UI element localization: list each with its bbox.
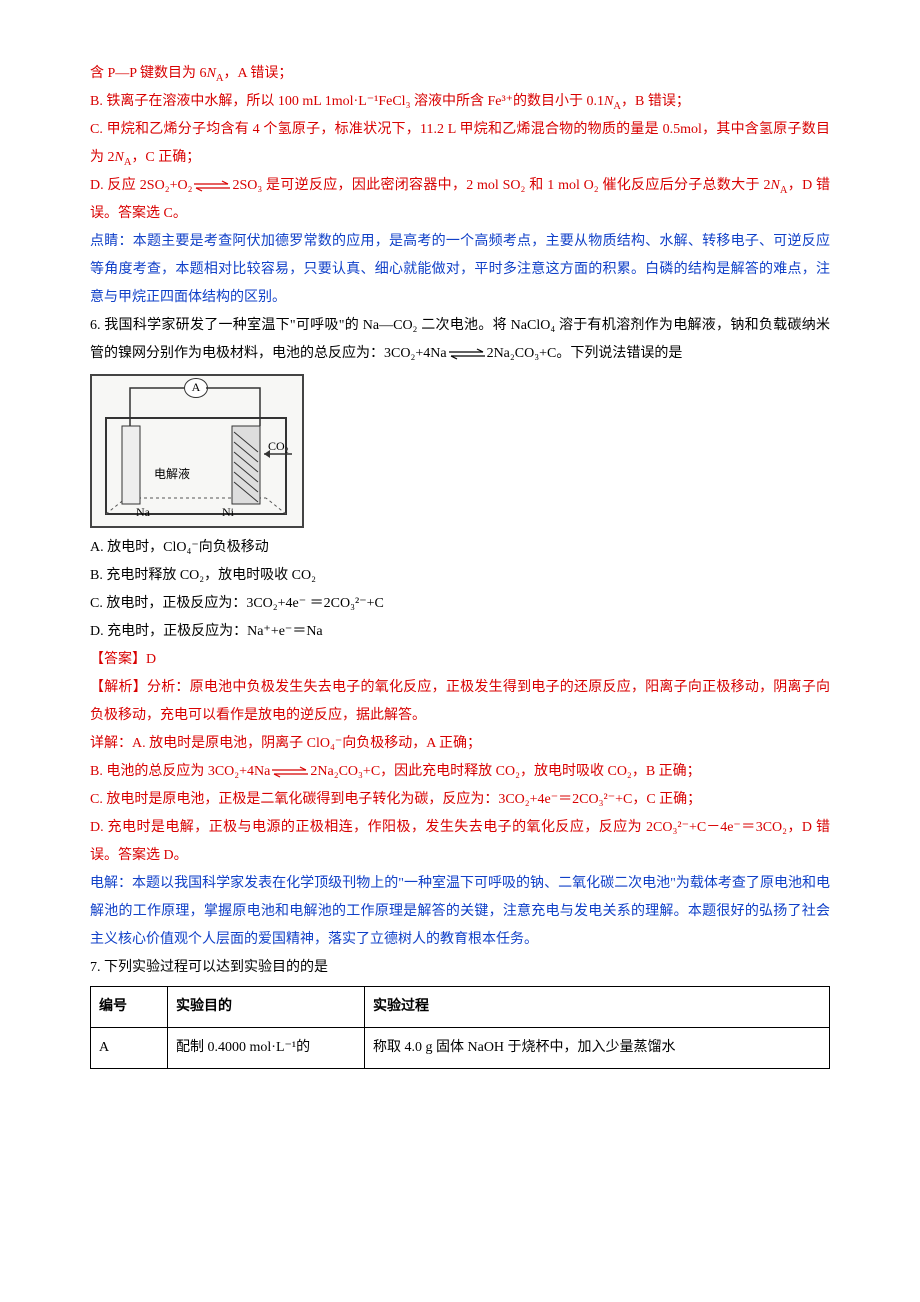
na-n: N [771,178,780,193]
q6-detail-B: B. 电池的总反应为 3CO₂+4Na 2Na₂CO₃+C，因此充电时释放 CO₂… [90,758,830,786]
text: ，A 错误； [224,66,293,81]
equilibrium-arrow-icon [447,348,487,360]
q5-dianjing: 点睛：本题主要是考查阿伏加德罗常数的应用，是高考的一个高频考点，主要从物质结构、… [90,228,830,312]
equilibrium-arrow-icon [270,766,310,778]
co2-label: CO₂ [268,434,289,458]
q5-optB-expl: B. 铁离子在溶液中水解，所以 100 mL 1mol·L⁻¹FeCl₃ 溶液中… [90,88,830,116]
q6-detail-C: C. 放电时是原电池，正极是二氧化碳得到电子转化为碳，反应为：3CO₂+4e⁻＝… [90,786,830,814]
q6-answer: 【答案】D [90,646,830,674]
na-a: A [216,73,224,84]
col-num: 编号 [91,987,168,1028]
table-header-row: 编号 实验目的 实验过程 [91,987,830,1028]
na-n: N [115,150,124,165]
text: A. 放电时是原电池，阴离子 ClO₄⁻向负极移动，A 正确； [132,736,481,751]
q6-stem: 6. 我国科学家研发了一种室温下"可呼吸"的 Na—CO₂ 二次电池。将 NaC… [90,312,830,368]
equilibrium-arrow-icon [192,180,232,192]
na-n: N [207,66,216,81]
q5-optA-expl: 含 P—P 键数目为 6NA，A 错误； [90,60,830,88]
text: ，C 正确； [131,150,200,165]
q6-optA: A. 放电时，ClO₄⁻向负极移动 [90,534,830,562]
q6-optB: B. 充电时释放 CO₂，放电时吸收 CO₂ [90,562,830,590]
cell-purpose: 配制 0.4000 mol·L⁻¹的 [168,1028,365,1069]
text: 含 P—P 键数目为 6 [90,66,207,81]
text: 2SO₃ 是可逆反应，因此密闭容器中，2 mol SO₂ 和 1 mol O₂ … [232,178,770,193]
q5-optD-expl: D. 反应 2SO₂+O₂ 2SO₃ 是可逆反应，因此密闭容器中，2 mol SO… [90,172,830,228]
answer-value: D [146,652,156,667]
q6-analysis: 【解析】分析：原电池中负极发生失去电子的氧化反应，正极发生得到电子的还原反应，阳… [90,674,830,730]
q7-stem: 7. 下列实验过程可以达到实验目的的是 [90,954,830,982]
table-row: A 配制 0.4000 mol·L⁻¹的 称取 4.0 g 固体 NaOH 于烧… [91,1028,830,1069]
col-purpose: 实验目的 [168,987,365,1028]
text: B. 铁离子在溶液中水解，所以 100 mL 1mol·L⁻¹FeCl₃ 溶液中… [90,94,604,109]
jiexi-text: 分析：原电池中负极发生失去电子的氧化反应，正极发生得到电子的还原反应，阳离子向正… [90,680,830,723]
q7-table: 编号 实验目的 实验过程 A 配制 0.4000 mol·L⁻¹的 称取 4.0… [90,986,830,1069]
text: ，B 错误； [621,94,690,109]
cell-process: 称取 4.0 g 固体 NaOH 于烧杯中，加入少量蒸馏水 [365,1028,830,1069]
detail-label: 详解： [90,736,132,751]
text: 2Na₂CO₃+C。下列说法错误的是 [487,346,683,361]
text: C. 甲烷和乙烯分子均含有 4 个氢原子，标准状况下，11.2 L 甲烷和乙烯混… [90,122,830,165]
q6-detail-D: D. 充电时是电解，正极与电源的正极相连，作阳极，发生失去电子的氧化反应，反应为… [90,814,830,870]
q5-optC-expl: C. 甲烷和乙烯分子均含有 4 个氢原子，标准状况下，11.2 L 甲烷和乙烯混… [90,116,830,172]
q6-dianjie: 电解：本题以我国科学家发表在化学顶级刊物上的"一种室温下可呼吸的钠、二氧化碳二次… [90,870,830,954]
electrolyte-label: 电解液 [154,462,190,486]
text: D. 反应 2SO₂+O₂ [90,178,192,193]
ni-label: Ni [222,500,234,524]
na-n: N [604,94,613,109]
q6-optC: C. 放电时，正极反应为：3CO₂+4e⁻ ＝2CO₃²⁻+C [90,590,830,618]
col-process: 实验过程 [365,987,830,1028]
text: 2Na₂CO₃+C，因此充电时释放 CO₂，放电时吸收 CO₂，B 正确； [310,764,700,779]
na-label: Na [136,500,150,524]
text: B. 电池的总反应为 3CO₂+4Na [90,764,270,779]
na-a: A [613,101,621,112]
jiexi-label: 【解析】 [90,680,147,695]
q6-detail-A: 详解：A. 放电时是原电池，阴离子 ClO₄⁻向负极移动，A 正确； [90,730,830,758]
answer-label: 【答案】 [90,652,146,667]
battery-diagram: A 电解液 Na Ni CO₂ [90,374,304,528]
cell-num: A [91,1028,168,1069]
q6-optD: D. 充电时，正极反应为：Na⁺+e⁻＝Na [90,618,830,646]
